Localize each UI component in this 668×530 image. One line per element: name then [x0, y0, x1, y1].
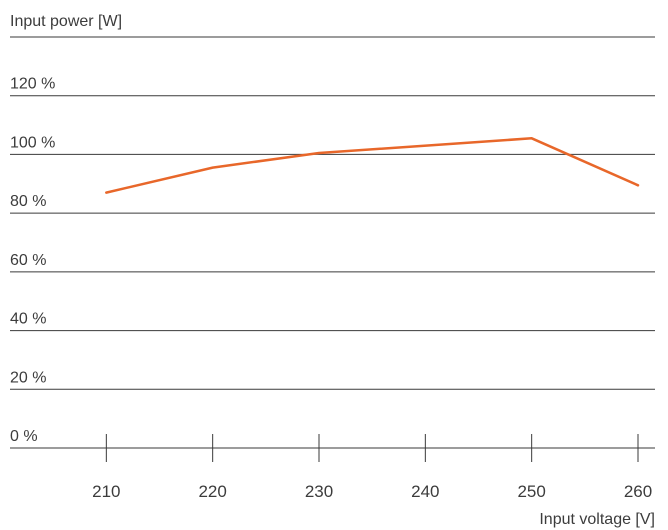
- y-tick-label-20: 20 %: [10, 369, 46, 386]
- y-tick-labels: 0 % 20 % 40 % 60 % 80 % 100 % 120 %: [10, 76, 55, 445]
- x-tick-label-240: 240: [411, 482, 439, 501]
- series-line-0: [105, 137, 640, 194]
- x-tick-label-260: 260: [624, 482, 652, 501]
- y-axis-title: Input power [W]: [10, 13, 122, 30]
- y-tick-label-60: 60 %: [10, 252, 46, 269]
- y-tick-label-80: 80 %: [10, 193, 46, 210]
- x-tick-label-250: 250: [517, 482, 545, 501]
- x-ticks: 210 220 230 240 250 260: [92, 434, 652, 501]
- x-tick-label-220: 220: [198, 482, 226, 501]
- y-tick-label-120: 120 %: [10, 76, 55, 93]
- x-tick-label-210: 210: [92, 482, 120, 501]
- gridlines: [10, 36, 655, 449]
- series-layer: [105, 137, 640, 194]
- y-tick-label-100: 100 %: [10, 134, 55, 151]
- y-tick-label-0: 0 %: [10, 428, 38, 445]
- x-axis-title: Input voltage [V]: [539, 511, 655, 528]
- y-tick-label-40: 40 %: [10, 311, 46, 328]
- x-tick-label-230: 230: [305, 482, 333, 501]
